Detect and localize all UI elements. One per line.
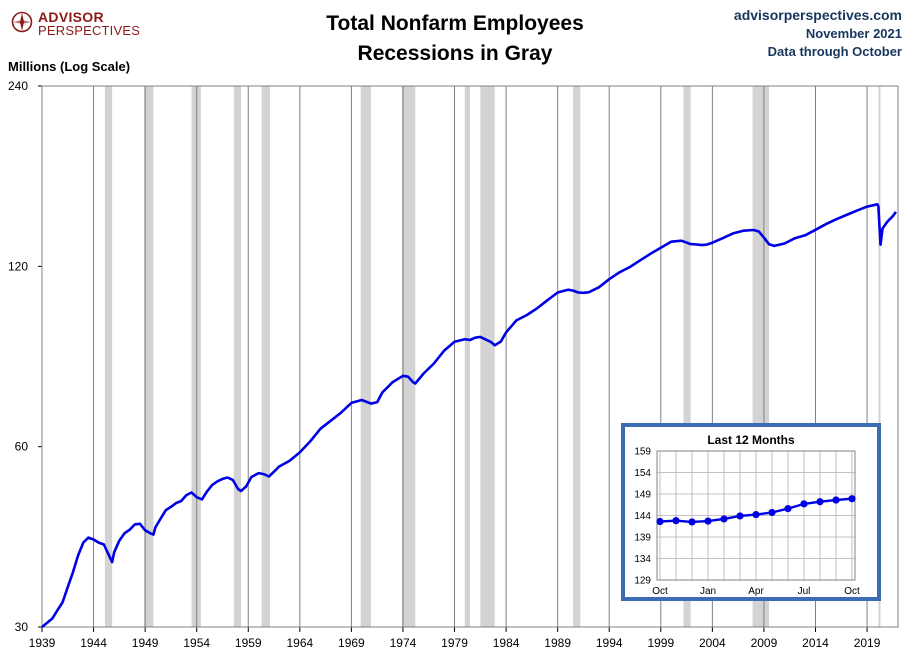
inset-x-tick-label: Jul xyxy=(798,586,811,597)
recession-band xyxy=(191,86,201,627)
inset-x-tick-label: Jan xyxy=(700,586,716,597)
inset-data-point xyxy=(848,495,856,503)
x-tick-label: 1974 xyxy=(390,636,417,650)
x-tick-label: 1939 xyxy=(29,636,56,650)
x-tick-label: 1949 xyxy=(132,636,159,650)
publish-date: November 2021 xyxy=(805,26,902,41)
inset-data-point xyxy=(672,517,680,525)
x-tick-label: 2009 xyxy=(751,636,778,650)
inset-data-point xyxy=(832,496,840,504)
inset-y-tick-label: 134 xyxy=(634,554,651,565)
data-through-note: Data through October xyxy=(767,44,902,59)
inset-x-tick-label: Apr xyxy=(748,586,764,597)
inset-data-point xyxy=(720,515,728,523)
inset-y-tick-label: 159 xyxy=(634,447,651,458)
x-tick-label: 1999 xyxy=(647,636,674,650)
logo-text-perspectives: PERSPECTIVES xyxy=(38,23,141,38)
inset-y-tick-label: 144 xyxy=(634,511,651,522)
x-tick-label: 1994 xyxy=(596,636,623,650)
x-tick-label: 1969 xyxy=(338,636,365,650)
x-tick-label: 2004 xyxy=(699,636,726,650)
inset-data-point xyxy=(704,517,712,525)
recession-band xyxy=(878,86,881,627)
site-url: advisorperspectives.com xyxy=(733,7,902,23)
inset-data-point xyxy=(656,517,664,526)
x-tick-label: 1979 xyxy=(441,636,468,650)
compass-icon xyxy=(11,11,33,33)
inset-data-point xyxy=(784,505,792,513)
inset-x-tick-label: Oct xyxy=(652,586,668,597)
x-tick-label: 1964 xyxy=(286,636,313,650)
recession-band xyxy=(464,86,470,627)
logo-text-advisor: ADVISOR xyxy=(38,9,104,25)
inset-chart: 129 134 139 144 149 154 159 Oct Jan Apr Jul Oct xyxy=(634,447,860,598)
inset-y-tick-label: 129 xyxy=(634,576,651,587)
inset-data-point xyxy=(816,498,824,506)
recession-band xyxy=(683,86,691,627)
y-axis-label: Millions (Log Scale) xyxy=(8,59,131,74)
employment-series-line xyxy=(41,203,897,629)
plot-frame xyxy=(41,85,899,628)
y-tick-label: 60 xyxy=(15,440,29,454)
x-tick-label: 1954 xyxy=(183,636,210,650)
inset-data-point xyxy=(752,511,760,519)
recession-band xyxy=(144,86,154,627)
x-tick-label: 1984 xyxy=(493,636,520,650)
advisor-perspectives-logo: ADVISOR PERSPECTIVES xyxy=(8,8,141,38)
recession-band xyxy=(360,86,371,627)
recession-band xyxy=(401,86,416,627)
inset-data-point xyxy=(736,512,744,520)
inset-data-point xyxy=(688,518,696,526)
recession-band xyxy=(261,86,270,627)
x-tick-label: 1989 xyxy=(544,636,571,650)
x-tick-label: 2014 xyxy=(802,636,829,650)
y-tick-label: 240 xyxy=(8,79,28,93)
recession-band xyxy=(104,86,113,627)
y-tick-label: 30 xyxy=(15,620,29,634)
x-tick-label: 1959 xyxy=(235,636,262,650)
recession-band xyxy=(233,86,242,627)
inset-x-tick-label: Oct xyxy=(844,586,860,597)
recession-band xyxy=(573,86,581,627)
chart-subtitle: Recessions in Gray xyxy=(357,42,553,65)
inset-y-tick-label: 139 xyxy=(634,533,651,544)
inset-chart-title: Last 12 Months xyxy=(707,433,795,447)
inset-plot-frame xyxy=(656,450,856,581)
inset-data-point xyxy=(768,508,776,517)
y-tick-label: 120 xyxy=(8,259,28,273)
inset-y-tick-label: 154 xyxy=(634,468,651,479)
recession-band xyxy=(480,86,495,627)
inset-chart-panel: 129 134 139 144 149 154 159 Oct Jan Apr Jul Oct Las… xyxy=(621,423,881,601)
inset-y-tick-label: 149 xyxy=(634,490,651,501)
chart-title: Total Nonfarm Employees xyxy=(326,12,584,35)
inset-data-point xyxy=(800,500,808,508)
x-tick-label: 1944 xyxy=(80,636,107,650)
x-tick-label: 2019 xyxy=(854,636,881,650)
